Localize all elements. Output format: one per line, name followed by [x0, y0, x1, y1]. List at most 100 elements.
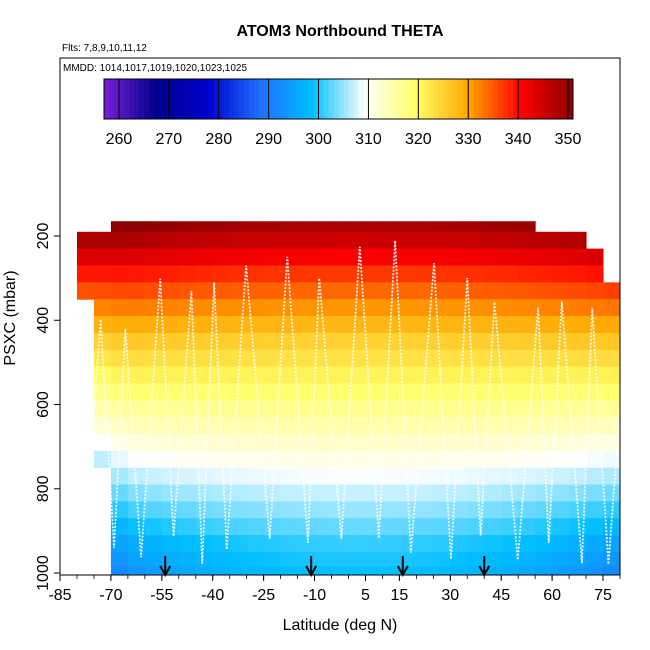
heatmap-cell: [144, 265, 163, 283]
heatmap-cell: [603, 332, 620, 351]
heatmap-cell: [535, 282, 553, 300]
heatmap-cell: [280, 535, 299, 553]
heatmap-cell: [331, 265, 349, 283]
colorbar-segment: [353, 79, 359, 119]
colorbar-segment: [508, 79, 514, 119]
heatmap-cell: [195, 221, 214, 233]
heatmap-cell: [484, 417, 502, 435]
heatmap-cell: [467, 349, 485, 368]
x-axis: -85 -70 -55 -40 -25 -10 5 15 30 45 60 75: [48, 575, 621, 604]
colorbar-segment: [433, 79, 439, 119]
heatmap-cell: [144, 467, 163, 486]
colorbar-segment: [533, 79, 539, 119]
heatmap-cell: [161, 316, 180, 334]
colorbar-segment: [173, 79, 180, 119]
colorbar-segment: [303, 79, 310, 119]
heatmap-cell: [501, 221, 519, 233]
heatmap-cell: [501, 282, 519, 300]
heatmap-cell: [297, 467, 316, 486]
heatmap-cell: [110, 566, 129, 575]
heatmap-cell: [569, 299, 587, 317]
colorbar-segment: [208, 79, 215, 119]
heatmap-cell: [178, 484, 197, 502]
heatmap-cell: [229, 231, 248, 250]
heatmap-cell: [246, 221, 265, 233]
heatmap-cell: [195, 467, 214, 486]
colorbar-segment: [378, 79, 384, 119]
heatmap-cell: [212, 366, 231, 384]
heatmap-cell: [603, 566, 620, 575]
heatmap-cell: [161, 231, 180, 250]
heatmap-cell: [280, 417, 299, 435]
heatmap-cell: [178, 248, 197, 266]
heatmap-cell: [314, 349, 333, 368]
colorbar-segment: [213, 79, 220, 119]
colorbar-segment: [428, 79, 434, 119]
heatmap-cell: [467, 265, 485, 283]
colorbar-segment: [158, 79, 165, 119]
heatmap-cell: [535, 551, 553, 568]
colorbar-segment: [528, 79, 534, 119]
heatmap-cell: [178, 221, 197, 233]
heatmap-cell: [144, 332, 163, 351]
heatmap-cell: [399, 332, 417, 351]
heatmap-cell: [467, 248, 485, 266]
heatmap-cell: [314, 248, 333, 266]
heatmap-cell: [416, 450, 434, 469]
heatmap-cell: [467, 417, 485, 435]
heatmap-cell: [416, 501, 434, 519]
heatmap-cell: [246, 400, 265, 418]
heatmap-cell: [399, 316, 417, 334]
heatmap-cell: [365, 332, 383, 351]
heatmap-cell: [535, 434, 553, 452]
heatmap-cell: [433, 450, 451, 469]
heatmap-cell: [178, 450, 197, 469]
heatmap-cell: [348, 299, 366, 317]
heatmap-cell: [348, 551, 366, 568]
x-tick-label: 5: [361, 587, 370, 604]
x-tick-label: 15: [390, 587, 408, 604]
heatmap-cell: [127, 383, 146, 401]
heatmap-cell: [246, 467, 265, 486]
heatmap-cell: [501, 551, 519, 568]
x-tick-label: 60: [543, 587, 561, 604]
heatmap-cell: [127, 417, 146, 435]
colorbar-tick-label: 320: [405, 131, 432, 148]
colorbar-segment: [138, 79, 145, 119]
colorbar-segment: [228, 79, 235, 119]
heatmap-cell: [280, 566, 299, 575]
heatmap-cell: [535, 366, 553, 384]
heatmap-cell: [484, 248, 502, 266]
heatmap-cell: [416, 518, 434, 536]
heatmap-cell: [450, 366, 468, 384]
heatmap-cell: [331, 501, 349, 519]
heatmap-cell: [416, 417, 434, 435]
colorbar-segment: [198, 79, 205, 119]
heatmap-cell: [127, 231, 146, 250]
heatmap-cell: [246, 316, 265, 334]
heatmap-cell: [229, 282, 248, 300]
colorbar-tick-label: 300: [305, 131, 332, 148]
heatmap-cell: [195, 551, 214, 568]
colorbar-segment: [393, 79, 399, 119]
heatmap-cell: [161, 450, 180, 469]
heatmap-cell: [127, 332, 146, 351]
heatmap-cell: [416, 231, 434, 250]
heatmap-cell: [484, 265, 502, 283]
x-tick-label: -70: [99, 587, 122, 604]
heatmap-cell: [365, 349, 383, 368]
heatmap-cell: [263, 501, 282, 519]
heatmap-cell: [229, 332, 248, 351]
colorbar-segment: [463, 79, 469, 119]
heatmap-cell: [178, 501, 197, 519]
heatmap-cell: [382, 551, 400, 568]
heatmap-cell: [518, 484, 536, 502]
colorbar-segment: [218, 79, 225, 119]
heatmap-cell: [144, 316, 163, 334]
heatmap-cell: [263, 551, 282, 568]
heatmap-cell: [127, 265, 146, 283]
heatmap-cell: [212, 484, 231, 502]
heatmap-cell: [399, 400, 417, 418]
heatmap-cell: [569, 316, 587, 334]
